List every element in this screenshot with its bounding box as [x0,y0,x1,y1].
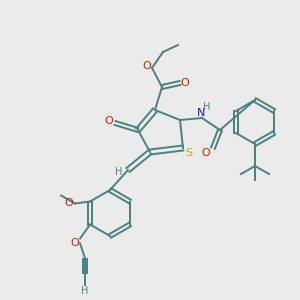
Text: S: S [185,148,193,158]
Text: N: N [197,108,205,118]
Text: O: O [142,61,152,71]
Text: O: O [181,78,189,88]
Text: O: O [105,116,113,126]
Text: O: O [65,197,74,208]
Text: H: H [203,102,211,112]
Text: O: O [202,148,210,158]
Text: H: H [81,286,89,296]
Text: O: O [71,238,80,248]
Text: H: H [115,167,123,177]
